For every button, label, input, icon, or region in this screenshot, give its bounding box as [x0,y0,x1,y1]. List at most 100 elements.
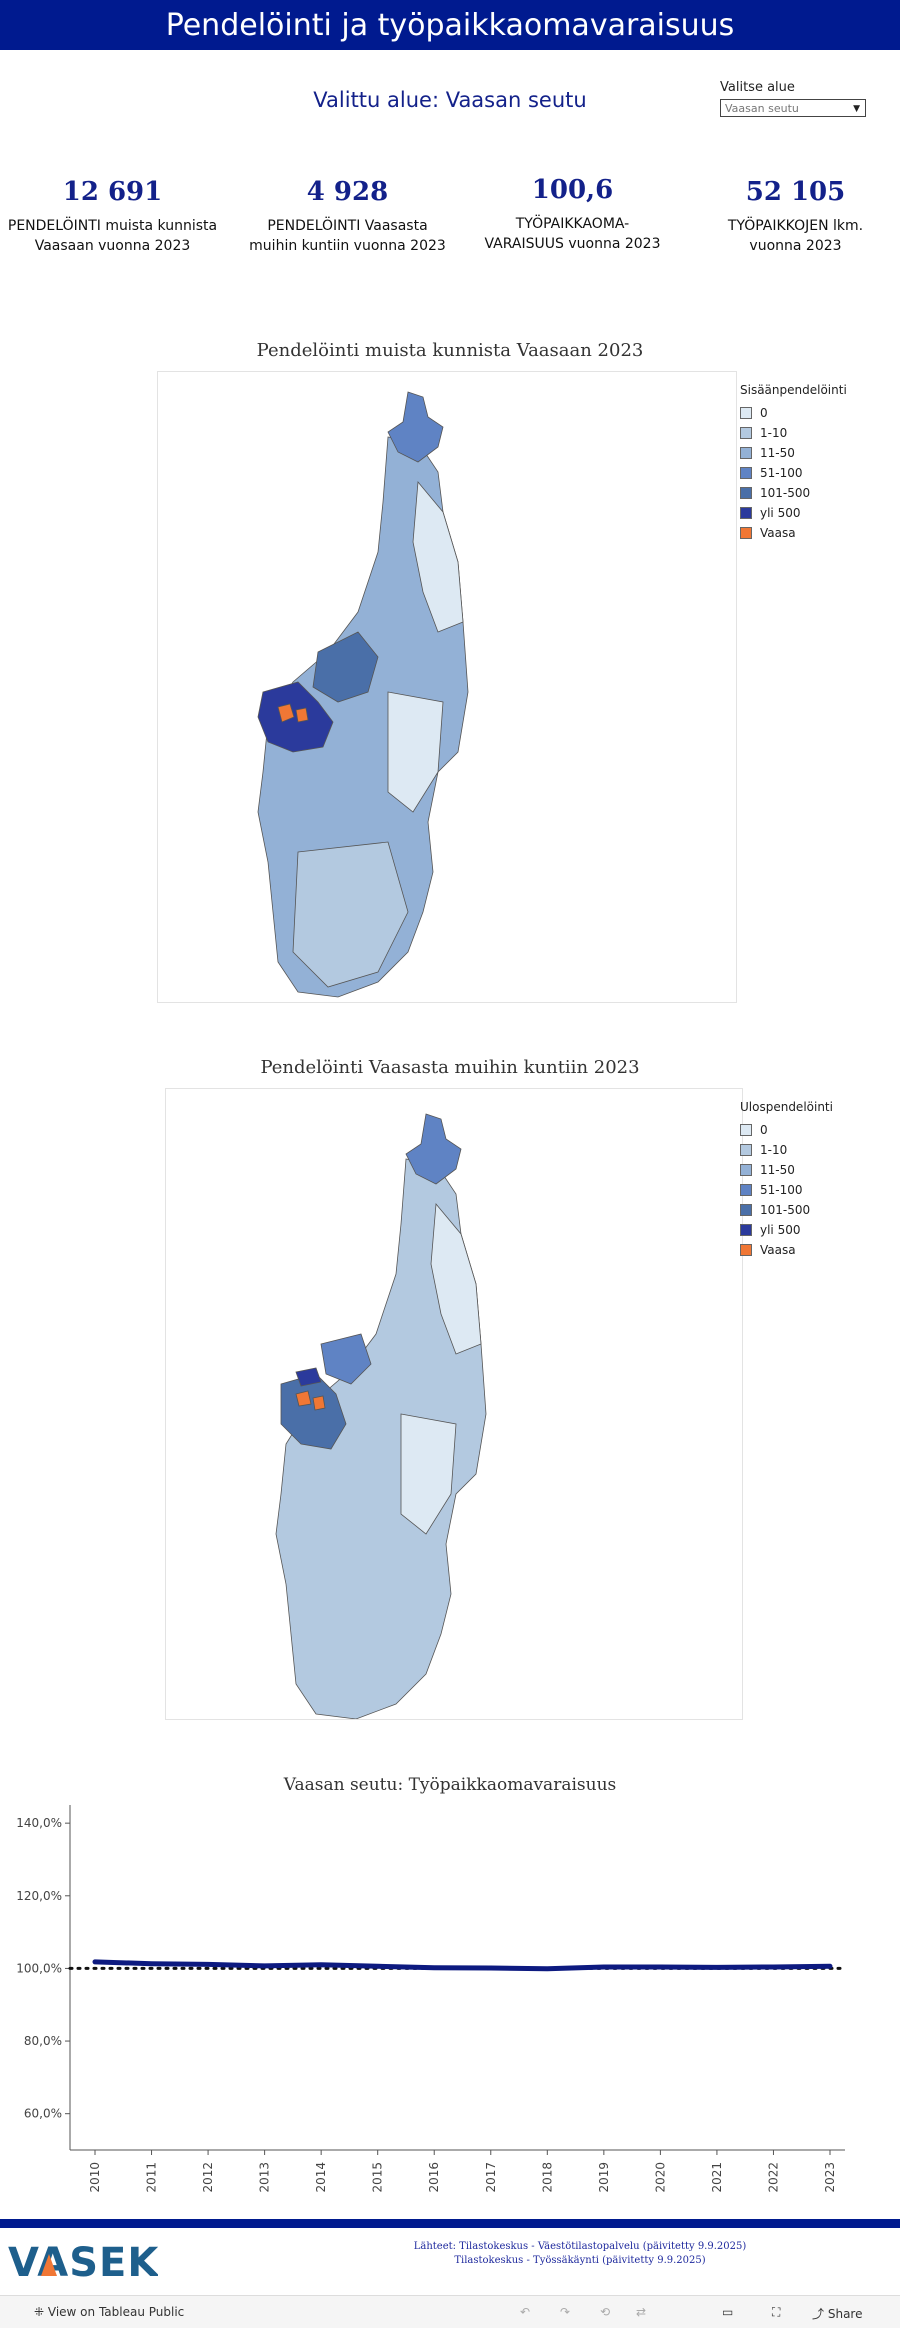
legend-swatch [740,507,752,519]
area-select-label: Valitse alue [720,80,795,95]
map-region-lapland [405,1113,462,1185]
x-tick-label: 2023 [823,2162,837,2193]
kpi-value: 12 691 [62,177,163,207]
legend-item[interactable]: Vaasa [740,523,847,543]
y-tick-label: 80,0% [24,2034,62,2048]
legend-swatch [740,1224,752,1236]
x-tick-label: 2011 [145,2162,159,2193]
kpi-label: PENDELÖINTI Vaasasta muihin kuntiin vuonn… [249,218,446,254]
legend-item[interactable]: 101-500 [740,1200,833,1220]
legend-item[interactable]: 51-100 [740,463,847,483]
legend-item[interactable]: 1-10 [740,1140,833,1160]
x-tick-label: 2015 [371,2162,385,2193]
self-sufficiency-line-chart[interactable]: 60,0% 80,0% 100,0% 120,0% 140,0% 2010 2011 2012… [0,1795,900,2200]
map1-svg [257,391,469,998]
legend-item[interactable]: 11-50 [740,1160,833,1180]
kpi-label: TYÖPAIKKOJEN lkm. vuonna 2023 [727,218,864,254]
map1-title: Pendelöinti muista kunnista Vaasaan 2023 [256,340,644,361]
x-tick-label: 2018 [540,2162,554,2193]
map-region-vaasa-top [295,1367,322,1387]
legend-title: Ulospendelöinti [740,1100,833,1114]
map2-title: Pendelöinti Vaasasta muihin kuntiin 2023 [260,1057,640,1078]
legend-swatch [740,1144,752,1156]
map-region-vaasa-area [257,681,334,753]
kpi-value: 52 105 [745,177,846,207]
svg-text:VASEK: VASEK [8,2240,158,2284]
legend-swatch [740,1124,752,1136]
source-line: Tilastokeskus - Työssäkäynti (päivitetty… [454,2255,706,2266]
kpi-value: 4 928 [306,177,389,207]
x-tick-label: 2016 [427,2162,441,2193]
map-region-vaasa [295,1390,312,1407]
legend-item[interactable]: 0 [740,403,847,423]
logo-accent [41,2254,57,2276]
source-line: Lähteet: Tilastokeskus - Väestötilastopa… [413,2241,747,2252]
map2-container[interactable] [165,1088,743,1720]
legend-item[interactable]: 1-10 [740,423,847,443]
legend-swatch [740,407,752,419]
kpi-commuting-in: 12 691 PENDELÖINTI muista kunnista Vaasaa… [0,172,225,256]
legend-title: Sisäänpendelöinti [740,383,847,397]
map-region-vaasa-2 [295,707,309,723]
map-region-mid [387,691,444,813]
share-button[interactable]: ⤴ Share [812,2307,863,2321]
page-header: Pendelöinti ja työpaikkaomavaraisuus [0,0,900,50]
revert-icon[interactable]: ⟲ [600,2305,611,2319]
map-region-east [430,1202,482,1355]
y-tick-label: 100,0% [16,1961,62,1975]
kpi-label: TYÖPAIKKAOMA- VARAISUUS vuonna 2023 [484,216,661,252]
view-on-tableau-link[interactable]: ⁜ View on Tableau Public [34,2305,185,2319]
kpi-jobs-count: 52 105 TYÖPAIKKOJEN lkm. vuonna 2023 [683,172,900,256]
refresh-icon[interactable]: ⇄ [636,2305,647,2319]
legend-swatch [740,1184,752,1196]
x-tick-label: 2017 [484,2162,498,2193]
legend-swatch [740,1204,752,1216]
footer-bar [0,2219,900,2228]
map-region-lapland [387,391,444,463]
fullscreen-icon[interactable]: ⛶ [772,2305,781,2319]
kpi-commuting-out: 4 928 PENDELÖINTI Vaasasta muihin kuntiin… [235,172,460,256]
legend-item[interactable]: 101-500 [740,483,847,503]
legend-item[interactable]: yli 500 [740,503,847,523]
map-region-ostrobothnia [320,1333,372,1385]
x-tick-label: 2010 [88,2162,102,2193]
chart-title: Vaasan seutu: Työpaikkaomavaraisuus [283,1775,617,1795]
kpi-self-sufficiency: 100,6 TYÖPAIKKAOMA- VARAISUUS vuonna 2023 [460,170,685,254]
redo-icon[interactable]: ↷ [560,2305,571,2319]
legend-item[interactable]: 0 [740,1120,833,1140]
map2-svg [275,1113,487,1720]
map-region-south [292,841,409,988]
map-region-east [412,480,464,633]
legend-swatch [740,1244,752,1256]
x-tick-label: 2013 [258,2162,272,2193]
sources: Lähteet: Tilastokeskus - Väestötilastopa… [380,2240,780,2268]
legend-swatch [740,467,752,479]
map1-container[interactable] [157,371,737,1003]
tableau-toolbar: ⁜ View on Tableau Public ↶ ↷ ⟲ ⇄ ▭ ⛶ ⤴ S… [0,2295,900,2328]
share-icon: ⤴ [812,2307,825,2321]
series-line [92,1959,833,1972]
y-tick-label: 140,0% [16,1816,62,1830]
map2-legend: Ulospendelöinti 0 1-10 11-50 51-100 101-… [740,1100,833,1260]
x-tick-label: 2022 [766,2162,780,2193]
area-select-dropdown[interactable]: Vaasan seutu ▼ [720,99,866,117]
undo-icon[interactable]: ↶ [520,2305,531,2319]
x-tick-label: 2019 [597,2162,611,2193]
tableau-icon: ⁜ [34,2305,45,2319]
page-title: Pendelöinti ja työpaikkaomavaraisuus [165,8,735,43]
legend-swatch [740,527,752,539]
area-select-value: Vaasan seutu [725,102,799,115]
map1-legend: Sisäänpendelöinti 0 1-10 11-50 51-100 10… [740,383,847,543]
x-tick-label: 2012 [201,2162,215,2193]
x-tick-label: 2014 [314,2162,328,2193]
device-preview-icon[interactable]: ▭ [722,2305,734,2319]
map-region-ostrobothnia [312,631,379,703]
caret-down-icon: ▼ [853,104,860,114]
x-tick-label: 2020 [653,2162,667,2193]
legend-item[interactable]: 11-50 [740,443,847,463]
legend-item[interactable]: yli 500 [740,1220,833,1240]
legend-item[interactable]: Vaasa [740,1240,833,1260]
map-region-vaasa [277,703,295,723]
map-region-vaasa-2 [312,1395,326,1411]
legend-item[interactable]: 51-100 [740,1180,833,1200]
